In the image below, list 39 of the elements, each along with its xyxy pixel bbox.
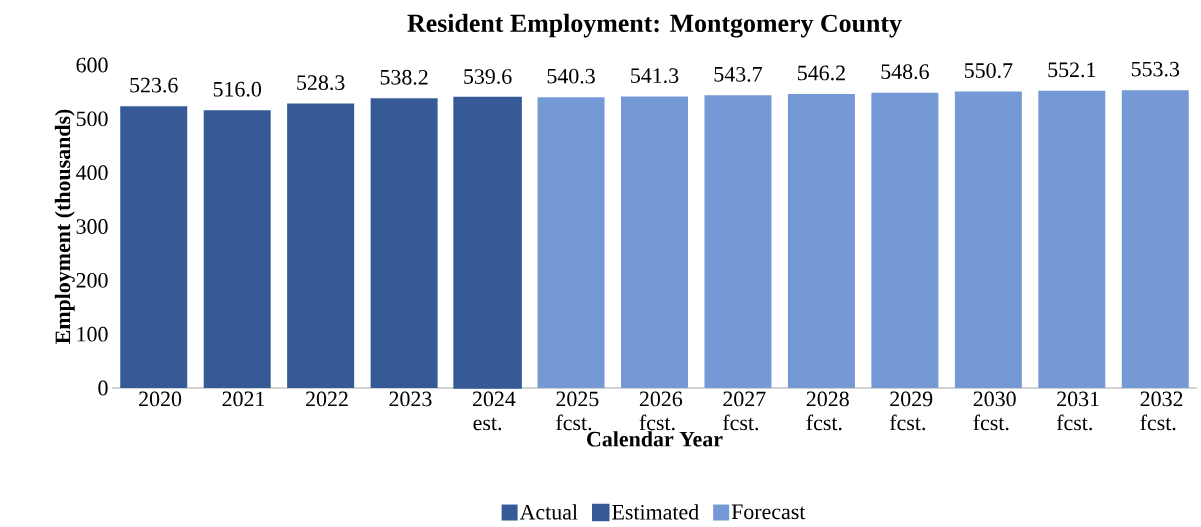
x-tick-label: 2031 fcst.: [1056, 391, 1099, 431]
chart-title: Resident Employment: Montgomery County: [407, 13, 902, 38]
x-tick-label: 2025 fcst.: [556, 391, 599, 431]
data-label: 516.0: [213, 81, 262, 97]
legend-label: Estimated: [612, 504, 699, 520]
y-tick-label: 100: [77, 326, 108, 342]
data-label: 543.7: [714, 66, 762, 82]
data-label: 540.3: [547, 68, 595, 84]
x-tick-label: 2021: [222, 391, 265, 407]
y-axis-title: Employment (thousands): [54, 109, 75, 344]
data-label: 528.3: [297, 75, 345, 91]
x-tick-label: 2024 est.: [472, 391, 516, 431]
x-tick-label: 2022: [306, 391, 348, 407]
x-tick-label: 2026 fcst.: [639, 391, 683, 431]
legend-label: Forecast: [731, 504, 806, 520]
x-tick-label: 2027 fcst.: [723, 391, 766, 431]
legend-label: Actual: [519, 504, 578, 520]
y-tick-label: 400: [76, 165, 108, 181]
y-tick-label: 500: [76, 111, 108, 127]
y-tick-label: 300: [76, 219, 108, 234]
data-label: 523.6: [130, 77, 178, 93]
data-label: 539.6: [464, 69, 512, 84]
y-tick-label: 600: [76, 57, 108, 73]
data-label: 552.1: [1048, 62, 1096, 78]
x-tick-label: 2028 fcst.: [806, 391, 849, 431]
data-label: 550.7: [964, 63, 1013, 79]
data-label: 538.2: [380, 69, 428, 85]
x-tick-label: 2023: [389, 391, 432, 407]
x-tick-label: 2030 fcst.: [973, 391, 1016, 431]
x-tick-label: 2032 fcst.: [1140, 391, 1183, 431]
x-tick-label: 2020: [139, 391, 182, 407]
data-label: 546.2: [798, 65, 845, 81]
y-tick-label: 0: [98, 380, 108, 396]
data-label: 553.3: [1131, 61, 1180, 77]
data-label: 541.3: [631, 68, 679, 84]
x-axis-title: Calendar Year: [587, 431, 723, 447]
data-label: 548.6: [881, 64, 929, 80]
x-tick-label: 2029 fcst.: [889, 391, 933, 431]
y-tick-label: 200: [76, 272, 108, 288]
